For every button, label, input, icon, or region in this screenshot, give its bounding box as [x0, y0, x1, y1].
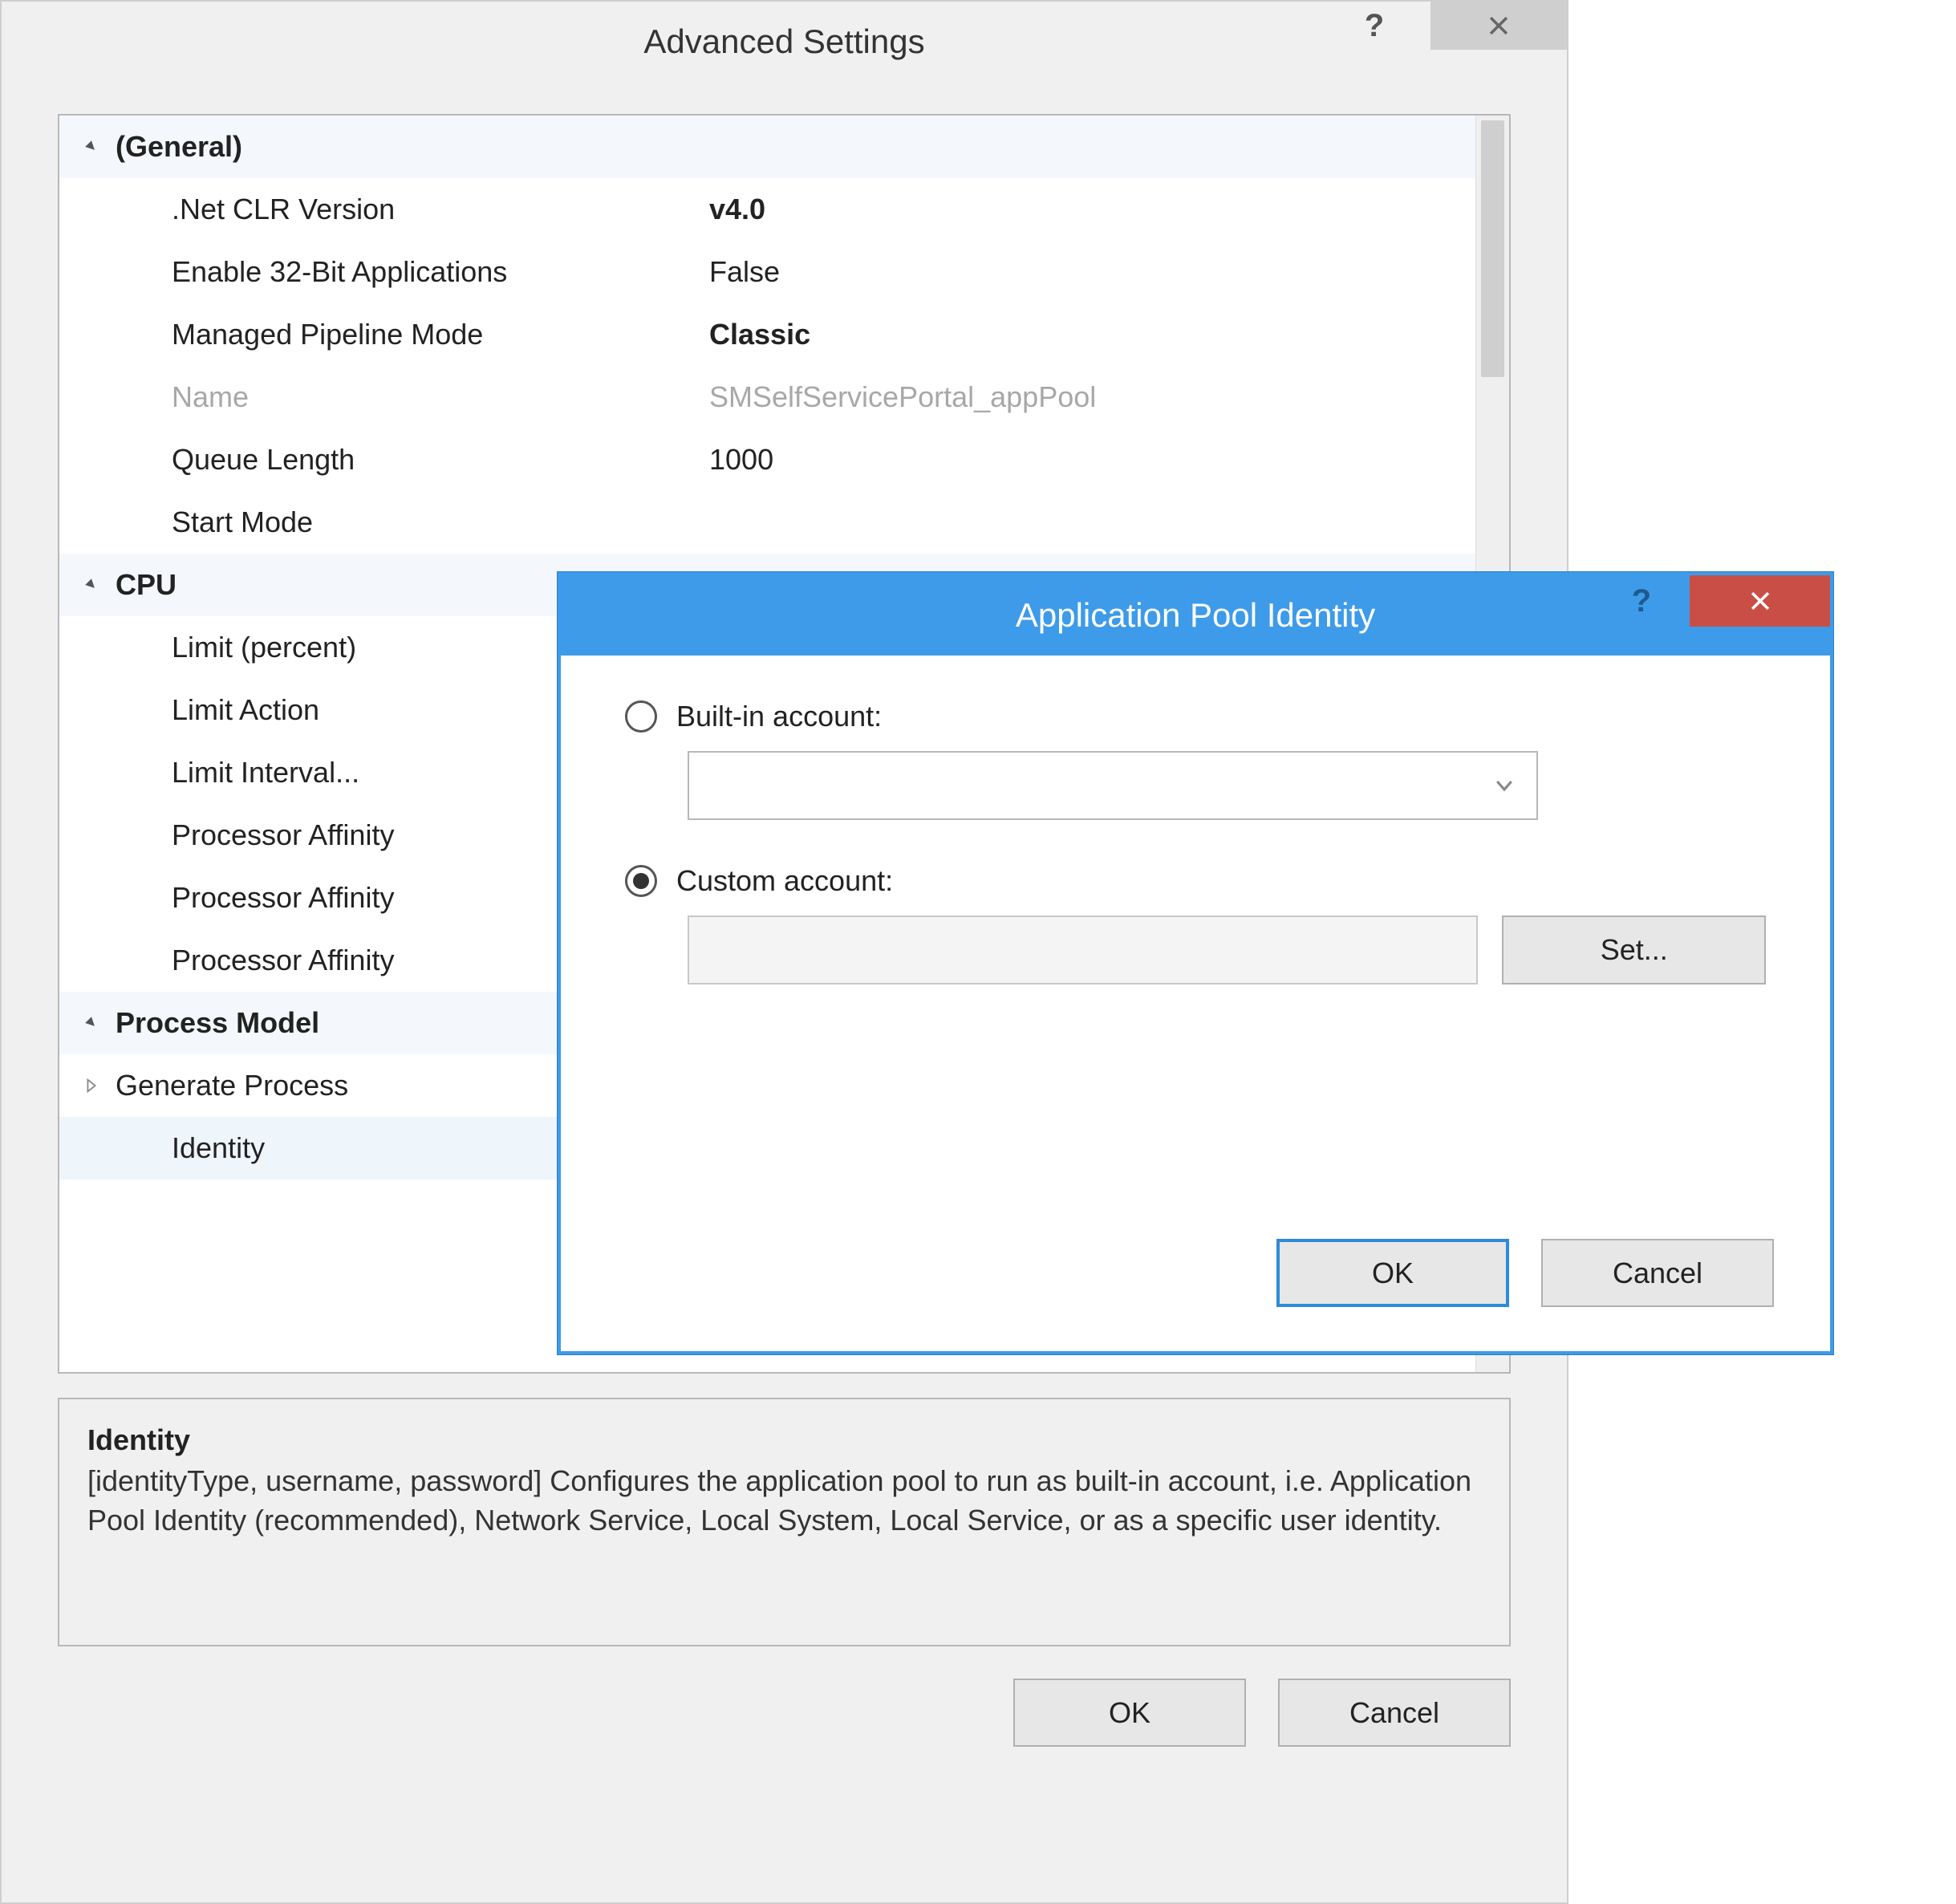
help-button[interactable]: ? [1334, 2, 1414, 50]
ok-button[interactable]: OK [1013, 1679, 1246, 1747]
builtin-account-row: Built-in account: [625, 700, 1766, 733]
row-label: Enable 32-Bit Applications [108, 255, 709, 289]
set-button[interactable]: Set... [1502, 915, 1766, 984]
chevron-down-icon [1492, 773, 1516, 798]
group-general[interactable]: (General) [59, 116, 1475, 178]
cancel-button[interactable]: Cancel [1278, 1679, 1511, 1747]
row-label: Start Mode [108, 505, 709, 539]
row-label: Queue Length [108, 443, 709, 477]
builtin-account-radio[interactable] [625, 700, 657, 733]
builtin-account-dropdown[interactable] [688, 751, 1538, 820]
cancel-button[interactable]: Cancel [1541, 1239, 1774, 1307]
row-value: Classic [709, 318, 1475, 351]
row-label: Managed Pipeline Mode [108, 318, 709, 351]
advanced-settings-title: Advanced Settings [643, 22, 924, 61]
close-button[interactable] [1690, 575, 1830, 627]
close-icon [1747, 587, 1774, 615]
custom-account-input-row: Set... [688, 915, 1766, 984]
row-enable-32bit[interactable]: Enable 32-Bit Applications False [59, 241, 1475, 303]
close-button[interactable] [1430, 2, 1567, 50]
expand-icon [75, 1077, 108, 1094]
property-description-body: [identityType, username, password] Confi… [87, 1462, 1481, 1540]
group-general-label: (General) [108, 130, 709, 164]
app-pool-identity-dialog: Application Pool Identity ? Built-in acc… [558, 572, 1833, 1354]
collapse-icon [75, 138, 108, 156]
collapse-icon [75, 576, 108, 594]
app-pool-identity-title: Application Pool Identity [1016, 596, 1375, 635]
advanced-settings-titlebar: Advanced Settings ? [2, 2, 1567, 82]
custom-account-label: Custom account: [676, 864, 893, 898]
ok-button[interactable]: OK [1276, 1239, 1509, 1307]
row-label: .Net CLR Version [108, 193, 709, 226]
collapse-icon [75, 1014, 108, 1032]
help-button[interactable]: ? [1601, 575, 1682, 627]
custom-account-row: Custom account: [625, 864, 1766, 898]
row-pipeline-mode[interactable]: Managed Pipeline Mode Classic [59, 303, 1475, 366]
custom-account-input[interactable] [688, 915, 1478, 984]
close-icon [1485, 12, 1512, 39]
row-net-clr-version[interactable]: .Net CLR Version v4.0 [59, 178, 1475, 241]
row-value: SMSelfServicePortal_appPool [709, 380, 1475, 414]
app-pool-identity-body: Built-in account: Custom account: Set... [561, 656, 1830, 984]
scrollbar-thumb[interactable] [1481, 120, 1504, 377]
row-value: 1000 [709, 443, 1475, 477]
row-label: Name [108, 380, 709, 414]
row-value: False [709, 255, 1475, 289]
app-pool-identity-titlebar: Application Pool Identity ? [561, 575, 1830, 656]
row-value: v4.0 [709, 193, 1475, 226]
advanced-settings-buttons: OK Cancel [58, 1679, 1511, 1747]
app-pool-identity-buttons: OK Cancel [1276, 1239, 1774, 1307]
row-start-mode[interactable]: Start Mode [59, 491, 1475, 554]
row-name: Name SMSelfServicePortal_appPool [59, 366, 1475, 428]
custom-account-radio[interactable] [625, 865, 657, 897]
property-description-title: Identity [87, 1423, 1481, 1457]
property-description-panel: Identity [identityType, username, passwo… [58, 1398, 1511, 1646]
builtin-account-label: Built-in account: [676, 700, 882, 733]
row-queue-length[interactable]: Queue Length 1000 [59, 428, 1475, 491]
